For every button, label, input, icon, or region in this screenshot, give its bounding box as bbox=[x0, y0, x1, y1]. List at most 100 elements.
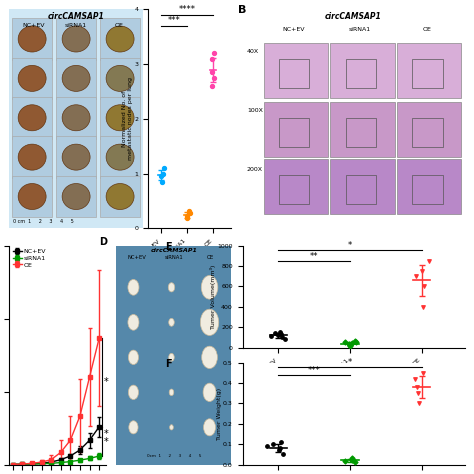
Text: NC+EV: NC+EV bbox=[128, 255, 146, 260]
Text: B: B bbox=[238, 5, 246, 15]
Point bbox=[209, 55, 216, 63]
Point bbox=[415, 400, 423, 407]
Text: D: D bbox=[99, 237, 107, 247]
Point bbox=[346, 343, 354, 350]
Text: *: * bbox=[348, 358, 352, 367]
Point bbox=[278, 334, 286, 341]
Ellipse shape bbox=[18, 105, 46, 131]
Ellipse shape bbox=[18, 26, 46, 52]
Text: OE: OE bbox=[422, 27, 431, 32]
Ellipse shape bbox=[128, 350, 138, 365]
Ellipse shape bbox=[203, 383, 216, 401]
Ellipse shape bbox=[18, 183, 46, 210]
Ellipse shape bbox=[168, 283, 175, 292]
Ellipse shape bbox=[203, 419, 216, 436]
Text: OE: OE bbox=[207, 255, 214, 260]
Point bbox=[419, 267, 426, 275]
Point bbox=[348, 456, 356, 463]
Point bbox=[276, 445, 284, 452]
Point bbox=[412, 273, 419, 280]
Point bbox=[158, 178, 166, 185]
Point bbox=[157, 173, 164, 180]
Point bbox=[274, 331, 282, 339]
Ellipse shape bbox=[128, 280, 139, 295]
FancyBboxPatch shape bbox=[56, 97, 96, 138]
Ellipse shape bbox=[18, 65, 46, 91]
Text: siRNA1: siRNA1 bbox=[349, 27, 371, 32]
FancyBboxPatch shape bbox=[56, 176, 96, 217]
Ellipse shape bbox=[106, 105, 134, 131]
Text: *: * bbox=[348, 241, 352, 250]
FancyBboxPatch shape bbox=[397, 159, 461, 214]
FancyBboxPatch shape bbox=[100, 176, 140, 217]
Point bbox=[349, 456, 356, 464]
Y-axis label: Tumer Weight(g): Tumer Weight(g) bbox=[217, 388, 221, 440]
Y-axis label: Normalized No. of
metastatic nodes per lung: Normalized No. of metastatic nodes per l… bbox=[122, 77, 133, 160]
Ellipse shape bbox=[169, 389, 174, 396]
Point bbox=[209, 69, 216, 76]
Point bbox=[419, 369, 427, 377]
Ellipse shape bbox=[129, 421, 138, 434]
FancyBboxPatch shape bbox=[12, 176, 52, 217]
Point bbox=[413, 383, 421, 391]
Y-axis label: Tumer Volume(mm³): Tumer Volume(mm³) bbox=[210, 264, 216, 329]
Point bbox=[185, 207, 192, 215]
Point bbox=[267, 333, 274, 340]
Point bbox=[187, 209, 194, 217]
Ellipse shape bbox=[62, 26, 90, 52]
Ellipse shape bbox=[106, 26, 134, 52]
FancyBboxPatch shape bbox=[264, 44, 328, 98]
Ellipse shape bbox=[62, 105, 90, 131]
FancyBboxPatch shape bbox=[100, 58, 140, 99]
FancyBboxPatch shape bbox=[100, 18, 140, 60]
Text: ****: **** bbox=[179, 5, 196, 14]
Point bbox=[269, 440, 277, 448]
Point bbox=[183, 212, 191, 220]
Point bbox=[411, 375, 419, 383]
Point bbox=[278, 330, 285, 338]
Point bbox=[420, 283, 428, 290]
Text: siRNA1: siRNA1 bbox=[164, 255, 183, 260]
Text: 200X: 200X bbox=[247, 167, 263, 172]
Text: **: ** bbox=[310, 252, 319, 261]
Ellipse shape bbox=[202, 346, 218, 368]
Point bbox=[345, 341, 353, 348]
Ellipse shape bbox=[201, 309, 219, 336]
Ellipse shape bbox=[128, 385, 138, 400]
Text: *: * bbox=[104, 377, 109, 387]
FancyBboxPatch shape bbox=[56, 18, 96, 60]
Text: NC+EV: NC+EV bbox=[22, 23, 45, 27]
Point bbox=[210, 49, 218, 57]
Point bbox=[281, 336, 289, 343]
Text: 100X: 100X bbox=[247, 108, 263, 113]
FancyBboxPatch shape bbox=[56, 58, 96, 99]
FancyBboxPatch shape bbox=[264, 102, 328, 157]
Point bbox=[341, 338, 349, 346]
FancyBboxPatch shape bbox=[12, 18, 52, 60]
FancyBboxPatch shape bbox=[100, 97, 140, 138]
Text: OE: OE bbox=[114, 23, 123, 27]
Ellipse shape bbox=[169, 319, 174, 326]
Point bbox=[419, 303, 427, 310]
Point bbox=[348, 340, 356, 347]
Point bbox=[425, 257, 433, 265]
Text: F: F bbox=[165, 359, 172, 369]
Text: siRNA1: siRNA1 bbox=[65, 23, 87, 27]
Text: ***: *** bbox=[308, 366, 320, 375]
Ellipse shape bbox=[62, 183, 90, 210]
Point bbox=[161, 164, 168, 172]
Text: 40X: 40X bbox=[247, 49, 259, 54]
Ellipse shape bbox=[128, 314, 139, 330]
FancyBboxPatch shape bbox=[330, 102, 394, 157]
Ellipse shape bbox=[169, 354, 174, 361]
Text: circCAMSAP1: circCAMSAP1 bbox=[150, 248, 197, 253]
Ellipse shape bbox=[106, 144, 134, 170]
Point bbox=[348, 455, 356, 462]
Point bbox=[341, 458, 349, 465]
FancyBboxPatch shape bbox=[12, 137, 52, 178]
Point bbox=[271, 329, 279, 337]
Text: NC+EV: NC+EV bbox=[283, 27, 305, 32]
Point bbox=[352, 338, 360, 346]
Point bbox=[351, 459, 358, 466]
Ellipse shape bbox=[201, 275, 218, 299]
